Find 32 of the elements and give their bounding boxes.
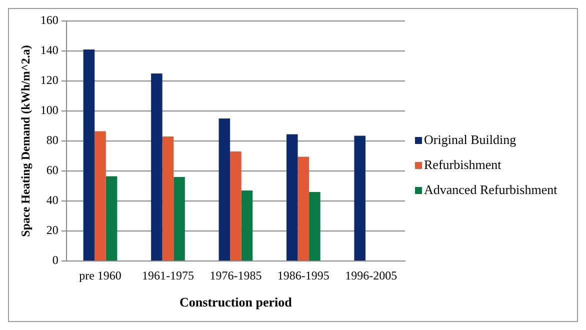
y-tick-label: 20 <box>46 223 58 238</box>
bar <box>151 74 162 260</box>
bar <box>286 134 298 260</box>
bar <box>241 190 253 260</box>
y-tick-label: 40 <box>46 193 58 208</box>
y-tick-label: 140 <box>40 43 58 58</box>
bar <box>309 192 320 260</box>
bar <box>94 131 106 260</box>
y-tick-label: 0 <box>52 253 58 268</box>
legend-label: Original Building <box>424 132 516 148</box>
y-tick-label: 80 <box>46 133 58 148</box>
bar <box>230 152 242 260</box>
x-tick-label: 1986-1995 <box>277 268 330 282</box>
legend-label: Refurbishment <box>424 157 502 173</box>
x-tick-label: 1976-1985 <box>210 268 262 282</box>
x-axis-title: Construction period <box>180 294 293 310</box>
y-axis-title: Space Heating Demand (kWh/m^2.a) <box>18 45 32 237</box>
x-tick-label: 1961-1975 <box>142 268 194 282</box>
bar <box>106 176 118 260</box>
y-tick-label: 100 <box>40 103 58 118</box>
y-tick-label: 60 <box>46 163 58 178</box>
legend-label: Advanced Refurbishment <box>424 182 558 198</box>
bar <box>354 136 366 260</box>
y-tick-label: 120 <box>40 73 58 88</box>
bar <box>162 136 174 260</box>
x-tick-label: 1996-2005 <box>345 268 398 282</box>
bar <box>83 50 95 260</box>
bar <box>218 118 230 260</box>
y-tick-label: 160 <box>40 13 58 28</box>
bar <box>298 156 310 260</box>
bar <box>174 177 185 260</box>
x-tick-label: pre 1960 <box>79 268 122 282</box>
